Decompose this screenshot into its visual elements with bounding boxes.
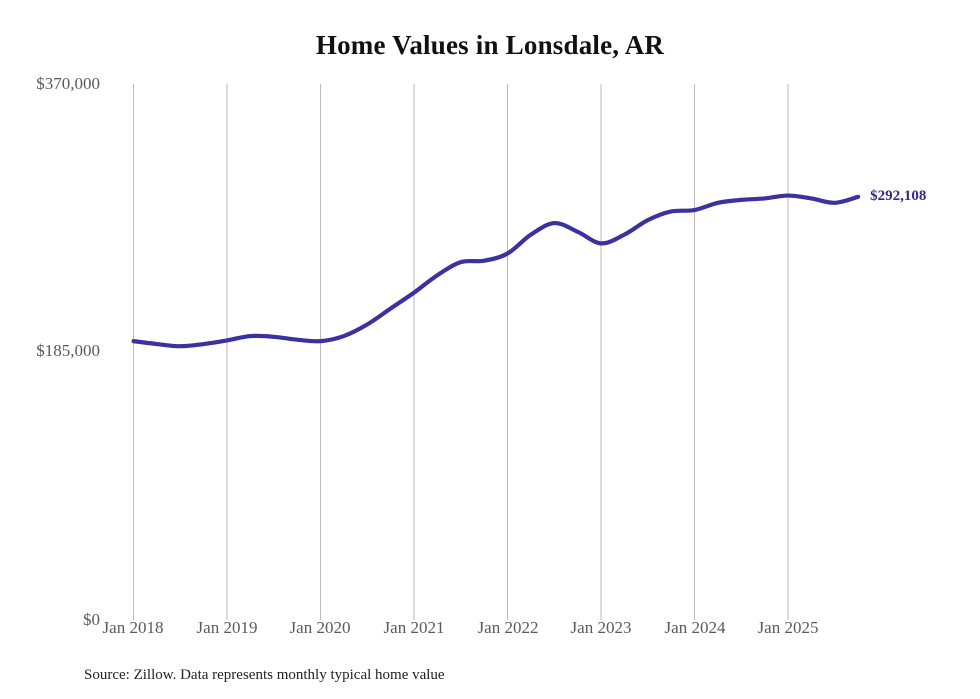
x-axis-tick-jan-2018: Jan 2018 bbox=[102, 618, 164, 637]
gridlines bbox=[133, 84, 789, 620]
x-axis-tick-jan-2025: Jan 2025 bbox=[757, 618, 819, 637]
x-axis-tick-jan-2022: Jan 2022 bbox=[477, 618, 539, 637]
x-axis-tick-jan-2019: Jan 2019 bbox=[196, 618, 258, 637]
chart-title: Home Values in Lonsdale, AR bbox=[315, 30, 665, 60]
x-axis-tick-jan-2024: Jan 2024 bbox=[664, 618, 726, 637]
x-axis-tick-jan-2020: Jan 2020 bbox=[289, 618, 351, 637]
chart-source-footnote: Source: Zillow. Data represents monthly … bbox=[84, 667, 445, 683]
y-axis-tick-mid: $185,000 bbox=[36, 341, 100, 360]
x-axis-tick-jan-2021: Jan 2021 bbox=[383, 618, 445, 637]
x-axis-tick-jan-2023: Jan 2023 bbox=[570, 618, 632, 637]
series-line-typical-home-value bbox=[131, 193, 861, 349]
end-value-annotation: $292,108 bbox=[870, 187, 927, 204]
y-axis-tick-zero: $0 bbox=[83, 610, 100, 629]
y-axis-tick-top: $370,000 bbox=[36, 74, 100, 93]
